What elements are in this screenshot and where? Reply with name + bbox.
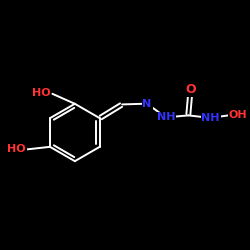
Text: NH: NH [156,112,175,122]
Text: O: O [185,83,196,96]
Text: OH: OH [229,110,248,120]
Text: N: N [142,99,152,109]
Text: HO: HO [32,88,50,98]
Text: HO: HO [7,144,26,154]
Text: NH: NH [202,113,220,123]
